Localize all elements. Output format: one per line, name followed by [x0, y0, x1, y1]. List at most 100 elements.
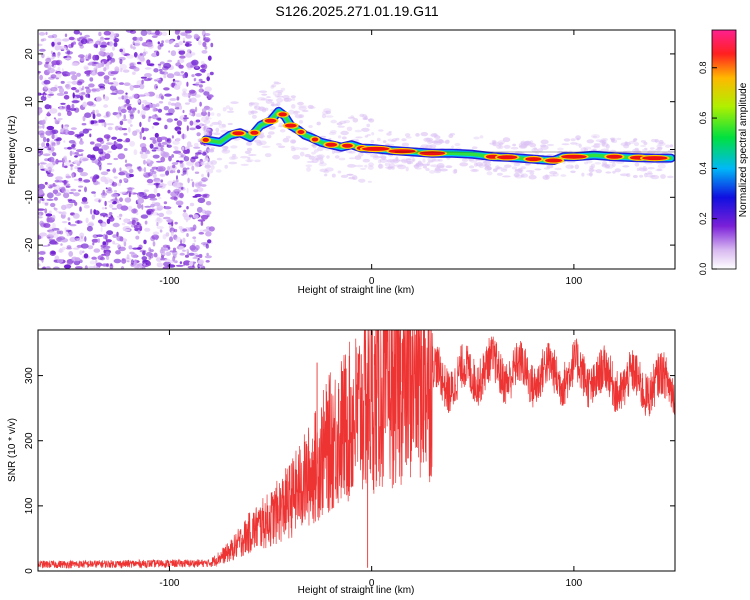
noise-blob: [154, 132, 159, 138]
noise-blob: [117, 182, 121, 187]
haze-blob: [647, 167, 655, 170]
haze-blob: [484, 162, 492, 167]
noise-blob: [152, 107, 157, 112]
noise-blob: [206, 76, 210, 82]
noise-blob: [158, 101, 164, 104]
haze-blob: [452, 169, 457, 175]
noise-blob: [177, 48, 185, 51]
noise-blob: [152, 231, 159, 235]
haze-blob: [311, 151, 316, 155]
noise-blob: [139, 121, 142, 128]
haze-blob: [205, 126, 210, 131]
haze-blob: [611, 138, 615, 142]
noise-blob: [170, 102, 176, 106]
haze-blob: [222, 107, 227, 112]
noise-blob: [209, 71, 214, 76]
noise-blob: [135, 129, 140, 133]
noise-blob: [206, 72, 211, 78]
noise-blob: [127, 187, 133, 193]
noise-blob: [71, 144, 76, 148]
noise-blob: [127, 118, 132, 124]
noise-blob: [66, 259, 73, 266]
haze-blob: [570, 165, 574, 169]
noise-blob: [103, 104, 108, 108]
noise-blob: [63, 192, 70, 199]
noise-blob: [122, 69, 130, 73]
noise-blob: [182, 109, 185, 114]
noise-blob: [113, 176, 118, 179]
noise-blob: [85, 217, 89, 224]
noise-blob: [44, 181, 48, 185]
haze-blob: [529, 171, 535, 176]
noise-blob: [126, 166, 132, 170]
noise-blob: [141, 266, 145, 269]
noise-blob: [77, 220, 80, 224]
haze-blob: [319, 135, 327, 138]
haze-blob: [230, 145, 238, 149]
noise-blob: [186, 206, 189, 210]
noise-blob: [149, 32, 157, 35]
noise-blob: [75, 154, 82, 157]
haze-blob: [442, 141, 447, 144]
noise-blob: [93, 67, 98, 71]
noise-blob: [136, 99, 141, 103]
haze-blob: [436, 165, 445, 169]
haze-blob: [655, 169, 663, 172]
ridge-hotspot: [606, 154, 623, 159]
noise-blob: [60, 80, 65, 84]
noise-blob: [98, 88, 106, 91]
noise-blob: [92, 242, 95, 246]
snr-y-tick-label: 200: [24, 432, 35, 449]
noise-blob: [176, 96, 180, 101]
haze-blob: [600, 148, 610, 152]
noise-blob: [169, 227, 175, 233]
noise-blob: [66, 233, 70, 237]
noise-blob: [137, 229, 141, 234]
haze-blob: [620, 142, 629, 146]
noise-blob: [83, 66, 89, 70]
noise-blob: [100, 171, 109, 176]
noise-blob: [103, 30, 112, 36]
haze-blob: [268, 126, 276, 130]
haze-blob: [586, 159, 593, 164]
haze-blob: [299, 147, 309, 151]
haze-blob: [209, 124, 213, 127]
noise-blob: [68, 159, 71, 163]
noise-blob: [124, 197, 132, 203]
haze-blob: [261, 145, 271, 148]
noise-blob: [98, 219, 103, 224]
haze-blob: [431, 158, 441, 162]
noise-blob: [175, 42, 179, 47]
noise-blob: [115, 250, 121, 255]
haze-blob: [453, 168, 458, 174]
noise-blob: [100, 227, 103, 232]
noise-blob: [159, 43, 164, 47]
noise-blob: [105, 187, 108, 190]
noise-blob: [62, 162, 65, 168]
noise-blob: [106, 218, 111, 224]
haze-blob: [291, 104, 296, 109]
noise-blob: [186, 187, 189, 194]
noise-blob: [59, 105, 62, 109]
noise-blob: [98, 119, 101, 123]
haze-blob: [392, 138, 397, 142]
noise-blob: [152, 139, 157, 144]
noise-blob: [202, 229, 211, 232]
haze-blob: [293, 110, 299, 116]
noise-blob: [38, 256, 44, 261]
noise-blob: [193, 189, 199, 193]
noise-blob: [146, 59, 151, 65]
noise-blob: [83, 253, 89, 259]
noise-blob: [47, 243, 51, 247]
haze-blob: [273, 81, 279, 84]
noise-blob: [61, 246, 66, 251]
noise-blob: [126, 254, 130, 259]
noise-blob: [152, 173, 157, 179]
noise-blob: [142, 136, 146, 141]
haze-blob: [246, 141, 253, 146]
noise-blob: [70, 42, 74, 48]
noise-blob: [164, 258, 171, 263]
noise-blob: [66, 245, 72, 249]
haze-blob: [649, 147, 655, 150]
haze-blob: [429, 170, 436, 174]
